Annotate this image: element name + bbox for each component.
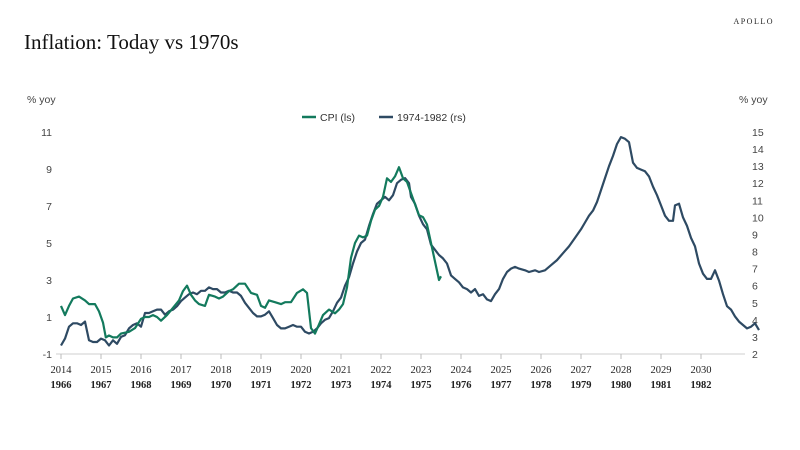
y-left-tick-label: 3 <box>46 275 52 287</box>
y-right-tick-label: 13 <box>752 161 764 173</box>
x-top-tick-label: 2027 <box>571 365 592 376</box>
x-axis-bottom-ticks: 1966 1967 1968 1969 1970 1971 1972 1973 1974 1975… <box>51 380 712 391</box>
x-bottom-tick-label: 1979 <box>571 380 592 391</box>
x-bottom-tick-label: 1971 <box>251 380 272 391</box>
y-left-tick-label: 5 <box>46 238 52 250</box>
x-bottom-tick-label: 1970 <box>211 380 232 391</box>
legend-label-cpi: CPI (ls) <box>320 112 355 124</box>
x-bottom-tick-label: 1977 <box>491 380 512 391</box>
x-axis-top-ticks: 2014 2015 2016 2017 2018 2019 2020 2021 2022 2023… <box>51 354 712 376</box>
x-top-tick-label: 2028 <box>611 365 632 376</box>
brand-logo: APOLLO <box>733 17 774 26</box>
y-right-tick-label: 12 <box>752 178 764 190</box>
right-axis-unit: % yoy <box>739 94 768 106</box>
x-bottom-tick-label: 1973 <box>331 380 352 391</box>
y-left-tick-label: 9 <box>46 164 52 176</box>
x-bottom-tick-label: 1974 <box>371 380 393 391</box>
x-bottom-tick-label: 1976 <box>451 380 472 391</box>
y-right-tick-label: 4 <box>752 315 758 327</box>
x-top-tick-label: 2015 <box>91 365 112 376</box>
legend: CPI (ls) 1974-1982 (rs) <box>302 112 466 124</box>
x-bottom-tick-label: 1972 <box>291 380 312 391</box>
y-right-tick-label: 14 <box>752 144 764 156</box>
series-line-seventies <box>60 136 760 347</box>
x-top-tick-label: 2025 <box>491 365 512 376</box>
left-axis-unit: % yoy <box>27 94 56 106</box>
x-bottom-tick-label: 1969 <box>171 380 192 391</box>
x-top-tick-label: 2026 <box>531 365 552 376</box>
x-bottom-tick-label: 1981 <box>651 380 672 391</box>
x-bottom-tick-label: 1968 <box>131 380 152 391</box>
y-right-tick-label: 9 <box>752 229 758 241</box>
y-right-tick-label: 3 <box>752 332 758 344</box>
y-left-tick-label: -1 <box>43 349 52 361</box>
x-top-tick-label: 2014 <box>51 365 73 376</box>
x-top-tick-label: 2030 <box>691 365 712 376</box>
y-right-tick-label: 15 <box>752 127 764 139</box>
x-top-tick-label: 2021 <box>331 365 352 376</box>
left-axis-ticks: -1 1 3 5 7 9 11 <box>41 127 52 361</box>
x-bottom-tick-label: 1978 <box>531 380 552 391</box>
y-right-tick-label: 11 <box>752 195 763 207</box>
series-lines <box>59 136 760 347</box>
page-title: Inflation: Today vs 1970s <box>24 30 239 54</box>
y-right-tick-label: 7 <box>752 264 758 276</box>
x-top-tick-label: 2017 <box>171 365 192 376</box>
x-top-tick-label: 2020 <box>291 365 312 376</box>
y-right-tick-label: 5 <box>752 298 758 310</box>
y-right-tick-label: 10 <box>752 212 764 224</box>
x-top-tick-label: 2019 <box>251 365 272 376</box>
y-right-tick-label: 8 <box>752 247 758 259</box>
x-bottom-tick-label: 1966 <box>51 380 72 391</box>
series-line-cpi <box>59 166 442 339</box>
x-top-tick-label: 2024 <box>451 365 473 376</box>
right-axis-ticks: 2 3 4 5 6 7 8 9 10 11 12 13 14 15 <box>752 127 764 361</box>
y-left-tick-label: 1 <box>46 312 52 324</box>
x-top-tick-label: 2016 <box>131 365 152 376</box>
y-left-tick-label: 11 <box>41 127 52 139</box>
x-top-tick-label: 2022 <box>371 365 392 376</box>
x-top-tick-label: 2023 <box>411 365 432 376</box>
x-top-tick-label: 2018 <box>211 365 232 376</box>
legend-label-seventies: 1974-1982 (rs) <box>397 112 466 124</box>
y-right-tick-label: 6 <box>752 281 758 293</box>
y-left-tick-label: 7 <box>46 201 52 213</box>
x-bottom-tick-label: 1967 <box>91 380 112 391</box>
x-bottom-tick-label: 1980 <box>611 380 632 391</box>
x-bottom-tick-label: 1975 <box>411 380 432 391</box>
x-top-tick-label: 2029 <box>651 365 672 376</box>
x-bottom-tick-label: 1982 <box>691 380 712 391</box>
y-right-tick-label: 2 <box>752 349 758 361</box>
